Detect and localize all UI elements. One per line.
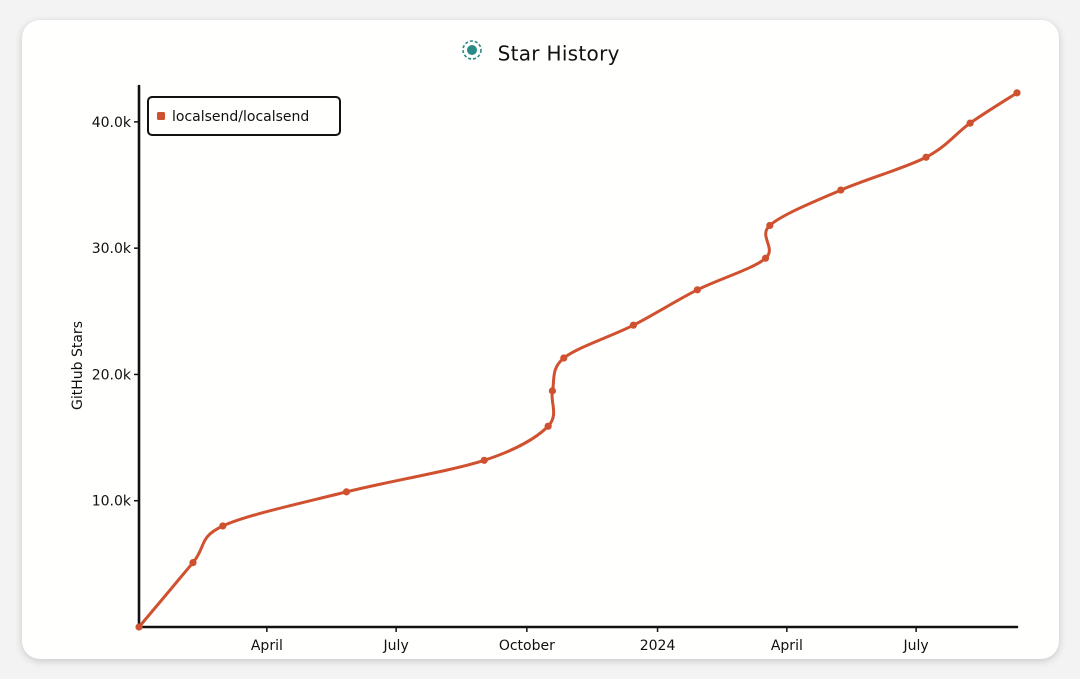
y-axis-ticks: 10.0k 20.0k 30.0k 40.0k <box>92 115 139 510</box>
chart-header: Star History <box>22 38 1059 68</box>
data-point[interactable] <box>1013 89 1021 97</box>
data-point[interactable] <box>219 522 227 530</box>
data-point[interactable] <box>548 387 557 395</box>
data-point[interactable] <box>766 221 774 230</box>
data-point[interactable] <box>837 186 845 194</box>
line-chart: 10.0k 20.0k 30.0k 40.0k April July October 202… <box>70 84 1021 654</box>
legend: localsend/localsend <box>147 96 341 136</box>
y-tick-label: 10.0k <box>92 494 132 510</box>
data-point[interactable] <box>342 488 351 496</box>
data-point[interactable] <box>966 119 974 127</box>
x-tick-label: April <box>771 638 803 654</box>
series-group <box>135 89 1021 631</box>
legend-box <box>147 96 341 136</box>
data-point[interactable] <box>480 456 488 464</box>
legend-label: localsend/localsend <box>172 109 309 125</box>
star-history-logo-icon <box>461 39 483 68</box>
data-point[interactable] <box>544 422 552 430</box>
x-tick-label: July <box>383 638 409 654</box>
data-point[interactable] <box>693 286 701 294</box>
x-tick-label: 2024 <box>640 638 676 654</box>
chart-title: Star History <box>497 41 620 66</box>
data-point[interactable] <box>761 254 770 262</box>
data-point[interactable] <box>189 558 197 567</box>
x-tick-label: April <box>251 638 283 654</box>
data-point[interactable] <box>922 153 930 161</box>
data-point[interactable] <box>135 623 143 631</box>
legend-swatch <box>157 112 165 120</box>
x-tick-label: October <box>499 638 555 654</box>
x-axis-line <box>137 625 1019 629</box>
data-point[interactable] <box>560 354 568 362</box>
x-tick-label: July <box>903 638 929 654</box>
series-line <box>137 91 1019 629</box>
x-axis-ticks: April July October 2024 April July <box>251 627 929 654</box>
y-axis-line <box>137 84 141 629</box>
y-tick-label: 30.0k <box>92 241 132 257</box>
y-axis-title: GitHub Stars <box>70 321 86 410</box>
y-tick-label: 20.0k <box>92 367 132 383</box>
data-point[interactable] <box>629 321 638 329</box>
y-tick-label: 40.0k <box>92 115 132 131</box>
chart-card: Star History 10.0k 20.0k 30.0k 40.0k April J… <box>22 20 1059 659</box>
